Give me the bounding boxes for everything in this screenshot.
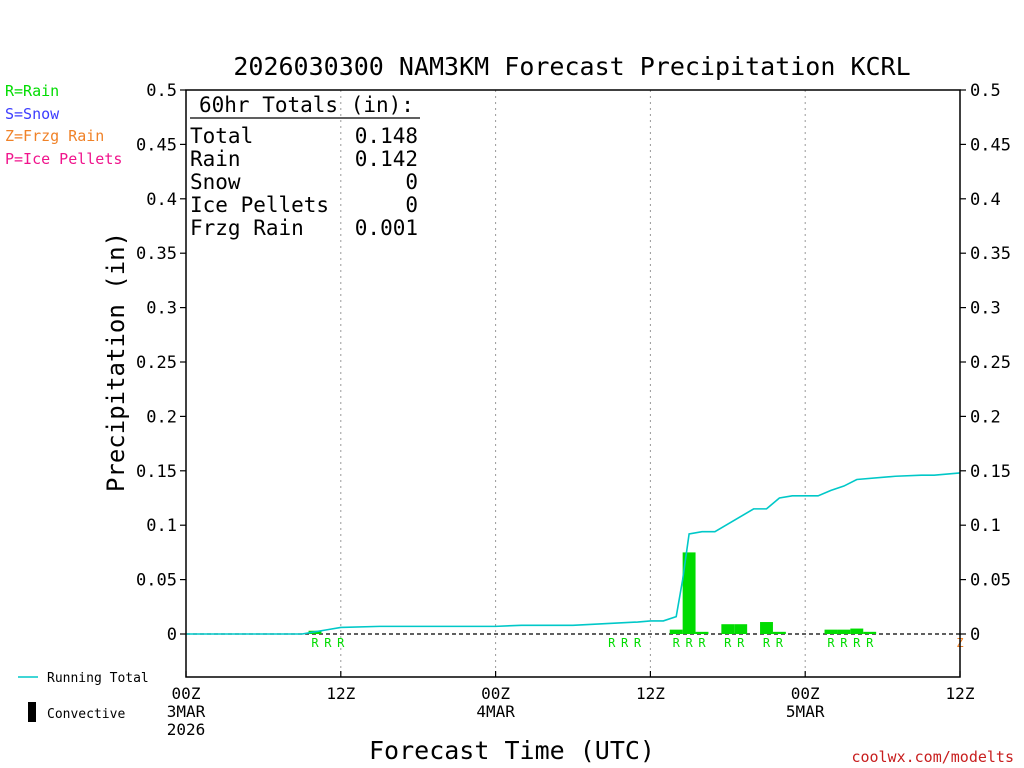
y-tick-label-left: 0.05	[136, 571, 177, 591]
totals-rows: Total 0.148 Rain 0.142 Snow 0 Ice Pellets 0 Frzg…	[190, 124, 418, 240]
totals-box: 60hr Totals (in): Total 0.148 Rain 0.142 Sno…	[190, 93, 420, 240]
totals-row-value: 0	[405, 193, 418, 217]
running-total-line	[186, 472, 961, 635]
y-tick-label-right: 0.3	[970, 299, 1001, 319]
totals-row-label: Ice Pellets	[190, 193, 329, 217]
ptype-marker: R	[311, 636, 319, 650]
ptype-marker: R	[621, 636, 629, 650]
precip-bar	[837, 629, 851, 634]
x-tick-label: 2026	[167, 720, 206, 739]
ptype-marker: R	[866, 636, 874, 650]
y-tick-label-right: 0	[970, 625, 980, 645]
precip-bar	[824, 629, 838, 634]
y-tick-label-left: 0.35	[136, 244, 177, 264]
x-tick-label: 00Z	[791, 684, 820, 703]
totals-title: 60hr Totals (in):	[199, 93, 414, 117]
precip-bar	[772, 631, 786, 634]
ptype-marker: R	[853, 636, 861, 650]
y-tick-label-left: 0.3	[146, 299, 177, 319]
y-tick-label-left: 0.4	[146, 190, 177, 210]
x-axis-label: Forecast Time (UTC)	[369, 736, 655, 765]
y-tick-label-left: 0.15	[136, 462, 177, 482]
x-tick-label: 12Z	[326, 684, 355, 703]
ptype-marker: R	[608, 636, 616, 650]
totals-row-label: Snow	[190, 170, 241, 194]
precip-bar	[682, 552, 696, 634]
y-tick-label-right: 0.4	[970, 190, 1001, 210]
totals-row-value: 0.142	[355, 147, 418, 171]
x-tick-label: 00Z	[172, 684, 201, 703]
plot-frame	[185, 89, 961, 678]
chart-title: 2026030300 NAM3KM Forecast Precipitation…	[233, 52, 910, 81]
ptype-marker: R	[698, 636, 706, 650]
totals-row-value: 0	[405, 170, 418, 194]
legend-ice-pellets: P=Ice Pellets	[5, 150, 122, 168]
legend-convective: Convective	[47, 707, 125, 722]
y-tick-label-right: 0.2	[970, 407, 1001, 427]
ptype-marker: R	[840, 636, 848, 650]
precip-bar	[850, 628, 864, 634]
precip-bar	[734, 624, 748, 634]
y-tick-label-left: 0.5	[146, 81, 177, 101]
legend-rain: R=Rain	[5, 82, 59, 100]
gridlines	[340, 90, 806, 677]
ptype-marker: R	[324, 636, 332, 650]
y-tick-label-right: 0.15	[970, 462, 1011, 482]
totals-row-label: Frzg Rain	[190, 216, 304, 240]
precip-bar	[863, 631, 877, 634]
y-tick-label-left: 0.25	[136, 353, 177, 373]
totals-row-label: Total	[190, 124, 253, 148]
ptype-marker: R	[724, 636, 732, 650]
x-tick-label: 12Z	[946, 684, 975, 703]
ptype-marker: R	[634, 636, 642, 650]
running-total-group	[186, 472, 961, 635]
y-tick-label-left: 0.2	[146, 407, 177, 427]
ptype-marker: R	[737, 636, 745, 650]
convective-legend-swatch	[28, 702, 36, 722]
y-axis-label: Precipitation (in)	[102, 232, 130, 492]
y-tick-label-right: 0.05	[970, 571, 1011, 591]
ptype-marker: R	[673, 636, 681, 650]
ptype-marker: R	[337, 636, 345, 650]
y-tick-label-right: 0.1	[970, 516, 1001, 536]
ptype-marker: R	[763, 636, 771, 650]
y-tick-label-left: 0.1	[146, 516, 177, 536]
y-tick-label-left: 0.45	[136, 135, 177, 155]
ptype-marker: R	[685, 636, 693, 650]
bars	[308, 552, 877, 634]
precip-bar	[669, 629, 683, 634]
ptype-marker: R	[827, 636, 835, 650]
y-tick-label-right: 0.45	[970, 135, 1011, 155]
legend-frzg-rain: Z=Frzg Rain	[5, 127, 104, 145]
x-tick-label: 5MAR	[786, 702, 825, 721]
ptype-marker: R	[776, 636, 784, 650]
y-tick-label-right: 0.35	[970, 244, 1011, 264]
y-tick-label-left: 0	[167, 625, 177, 645]
precip-bar	[695, 631, 709, 634]
x-tick-label: 4MAR	[476, 702, 515, 721]
totals-row-value: 0.148	[355, 124, 418, 148]
totals-row-value: 0.001	[355, 216, 418, 240]
legend-snow: S=Snow	[5, 105, 60, 123]
y-ticks-left: 0 0.05 0.1 0.15 0.2 0.25 0.3 0.35 0.4 0.45 0.5	[136, 81, 186, 645]
x-tick-label: 00Z	[481, 684, 510, 703]
precip-bar	[760, 622, 773, 634]
totals-row-label: Rain	[190, 147, 241, 171]
y-tick-label-right: 0.5	[970, 81, 1001, 101]
precip-bar	[721, 624, 735, 634]
watermark: coolwx.com/modelts	[851, 748, 1014, 766]
y-tick-label-right: 0.25	[970, 353, 1011, 373]
x-tick-label: 12Z	[636, 684, 665, 703]
x-tick-label: 3MAR	[167, 702, 206, 721]
legend-running-total: Running Total	[47, 671, 149, 686]
y-ticks-right: 0 0.05 0.1 0.15 0.2 0.25 0.3 0.35 0.4 0.45 0.5	[960, 81, 1011, 645]
